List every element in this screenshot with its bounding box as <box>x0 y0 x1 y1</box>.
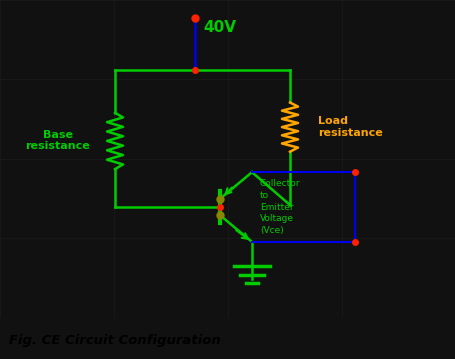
Text: Base
resistance: Base resistance <box>25 130 90 151</box>
Text: 40V: 40V <box>202 20 236 36</box>
Text: Load
resistance: Load resistance <box>317 116 382 138</box>
Text: Fig. CE Circuit Configuration: Fig. CE Circuit Configuration <box>9 334 220 347</box>
Text: Collector
to
Emitter
Voltage
(Vce): Collector to Emitter Voltage (Vce) <box>259 179 300 235</box>
